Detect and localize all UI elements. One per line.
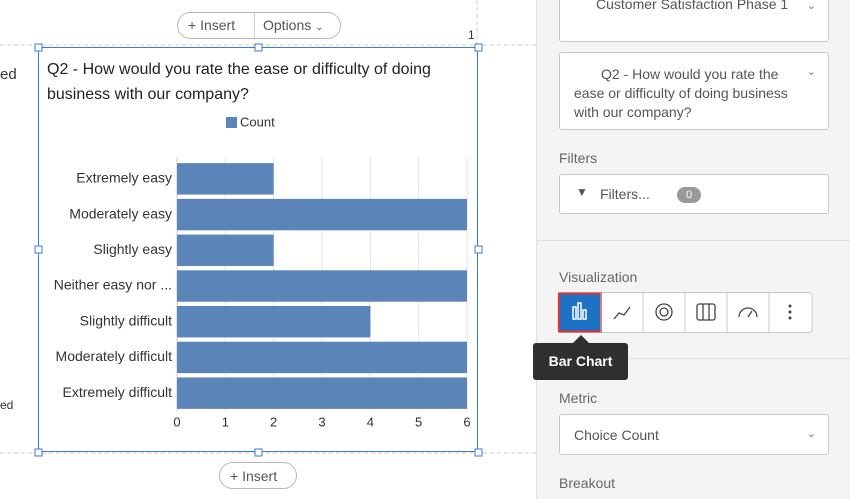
x-tick-label: 6 [463, 414, 470, 429]
canvas-guides [0, 0, 536, 454]
metric-select[interactable]: Choice Count ⌄ [559, 414, 829, 455]
insert-text: Insert [242, 468, 278, 484]
x-tick-label: 3 [318, 414, 325, 429]
legend-label: Count [240, 114, 275, 129]
visualization-buttons [557, 292, 813, 333]
filters-button[interactable]: ▼ Filters... 0 [559, 174, 829, 214]
page-number: 1 [468, 28, 475, 42]
insert-button[interactable]: + Insert [188, 17, 236, 33]
bar-chart-button[interactable] [558, 292, 602, 333]
cut-text: ed [0, 398, 14, 412]
cut-text: ed [0, 66, 17, 83]
x-tick-label: 5 [415, 414, 422, 429]
tooltip: Bar Chart [533, 343, 628, 380]
section-label: Visualization [559, 269, 638, 285]
sidebar: Customer Satisfaction Phase 1 ⌄ Q2 - How… [536, 0, 850, 499]
options-button[interactable]: Options ⌄ [263, 17, 324, 33]
question-text: Q2 - How would you rate the ease or diff… [574, 66, 788, 120]
x-tick-label: 2 [270, 414, 277, 429]
y-tick-label: Neither easy nor ... [54, 277, 172, 293]
bar [177, 234, 274, 266]
bar [177, 163, 274, 195]
filters-text: Filters... [600, 186, 650, 202]
insert-button[interactable]: + Insert [219, 462, 297, 489]
bar [177, 198, 467, 231]
y-tick-label: Extremely easy [76, 170, 172, 186]
metric-text: Choice Count [574, 427, 659, 443]
bar [177, 377, 467, 409]
insert-text: Insert [200, 17, 236, 33]
question-select[interactable]: Q2 - How would you rate the ease or diff… [559, 52, 829, 130]
y-tick-label: Extremely difficult [63, 384, 173, 400]
section-label: Metric [559, 390, 598, 406]
x-tick-label: 1 [222, 414, 229, 429]
source-text: Customer Satisfaction Phase 1 [596, 0, 789, 12]
source-select[interactable]: Customer Satisfaction Phase 1 ⌄ [559, 0, 829, 42]
x-tick-label: 0 [173, 414, 180, 429]
widget-toolbar: + Insert Options ⌄ [177, 12, 341, 39]
section-label: Breakout [559, 475, 616, 491]
section-label: Filters [559, 150, 598, 166]
x-tick-label: 4 [367, 414, 374, 429]
legend-swatch [226, 117, 237, 128]
options-text: Options [263, 17, 312, 33]
filters-count: 0 [677, 187, 702, 203]
bar [177, 270, 467, 302]
y-tick-label: Moderately easy [69, 205, 172, 221]
y-tick-label: Slightly easy [93, 241, 172, 257]
chart: 0 1 2 3 4 5 6 Count Extremely easy Moderately eas… [54, 114, 471, 429]
y-tick-label: Slightly difficult [80, 312, 172, 328]
y-tick-label: Moderately difficult [56, 348, 173, 364]
handles [34, 43, 483, 457]
bar [177, 341, 467, 374]
bar [177, 306, 371, 338]
chart-title: Q2 - How would you rate the ease or diff… [47, 61, 431, 103]
